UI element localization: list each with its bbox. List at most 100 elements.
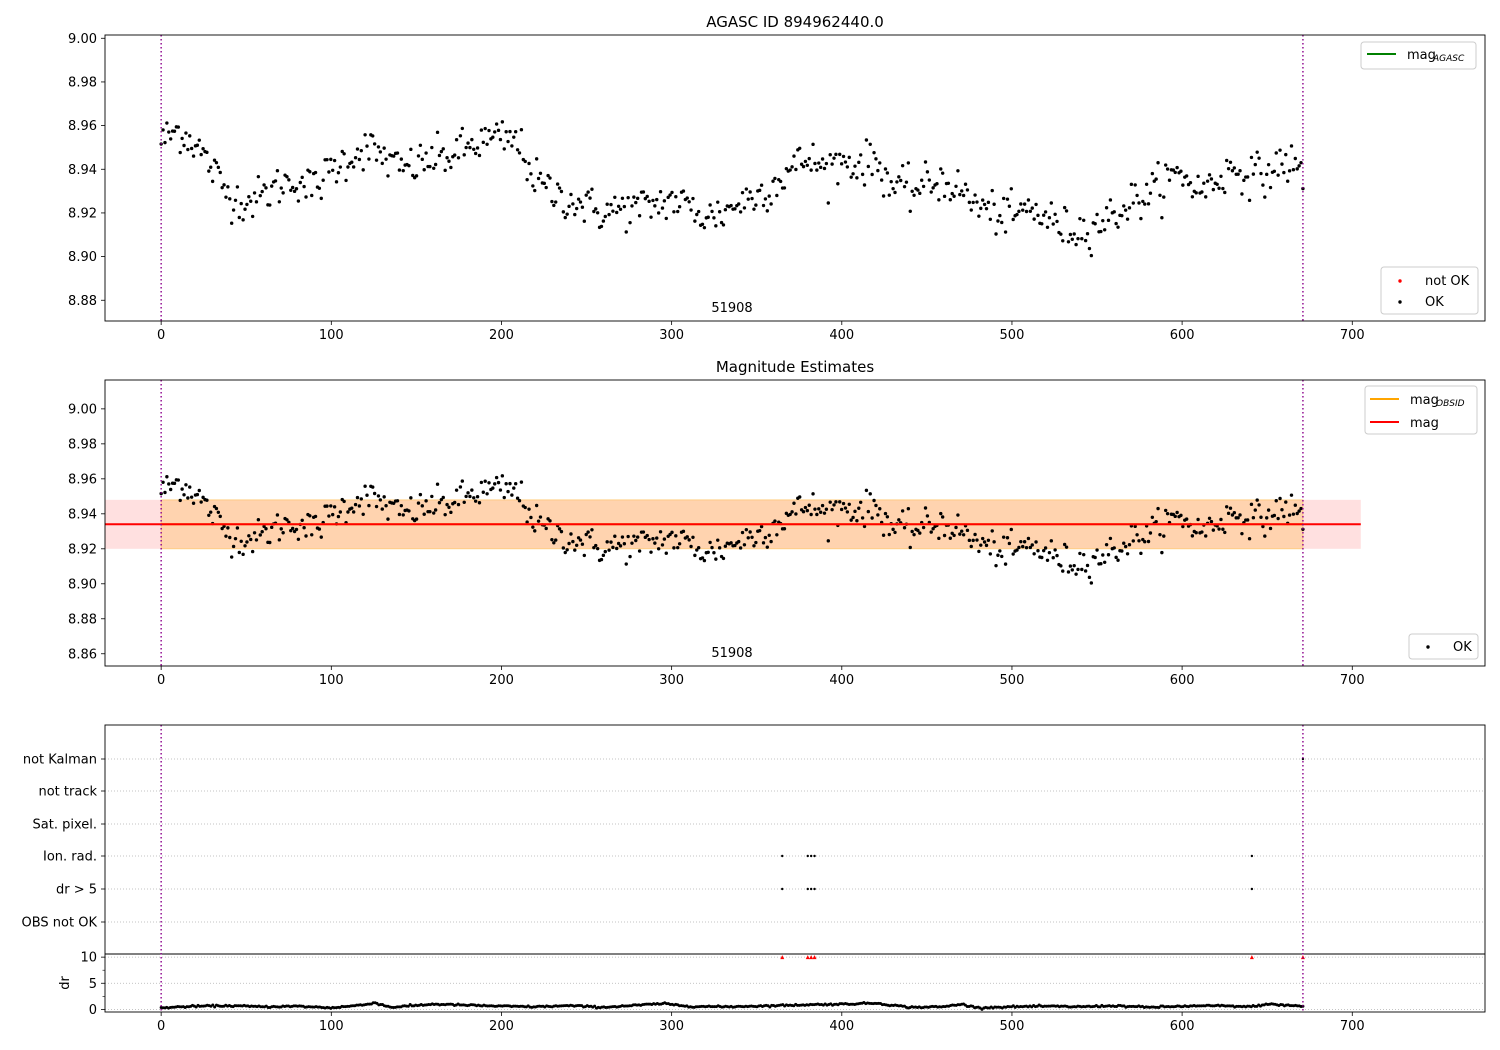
data-point-ok [264,527,268,531]
data-point-ok [874,157,878,161]
data-point-ok [392,154,396,158]
data-point-ok [178,498,182,503]
data-point-ok [281,191,285,195]
data-point-ok [843,506,848,510]
data-point-ok [527,161,531,166]
x-tick-label: 300 [659,1019,684,1034]
data-point-ok [496,128,501,133]
data-point-ok [452,153,457,157]
data-point-ok [693,219,697,223]
data-point-ok [512,135,516,139]
data-point-ok [1280,508,1284,512]
data-point-ok [651,198,655,203]
x-tick-label: 600 [1170,328,1195,343]
data-point-ok [584,532,588,537]
data-point-ok [721,556,726,561]
data-point-ok [681,529,686,534]
data-point-ok [163,140,167,145]
data-point-ok [599,557,604,562]
data-point-ok [435,130,440,135]
data-point-ok [1085,232,1090,236]
data-point-ok [1295,511,1299,516]
data-point-ok [1274,151,1278,155]
data-point-ok [1125,217,1130,221]
data-point-ok [275,513,280,517]
data-point-ok [167,482,171,486]
data-point-ok [990,188,994,193]
data-point-ok [1255,498,1259,502]
legend-label: mag [1407,48,1436,63]
legend-box [1408,633,1479,660]
data-point-ok [290,526,295,531]
data-point-ok [717,210,722,214]
data-point-ok [1268,526,1273,531]
data-point-ok [1287,169,1292,173]
dr-point [211,1003,215,1007]
data-point-ok [1278,496,1282,501]
data-point-ok [544,526,548,531]
data-point-ok [1154,519,1158,524]
data-point-ok [965,188,970,192]
data-point-ok [859,500,863,505]
data-point-ok [1066,570,1071,574]
data-point-ok [615,210,619,215]
data-point-ok [1009,187,1013,191]
data-point-ok [958,532,962,536]
data-point-ok [1291,512,1296,516]
data-point-ok [626,195,630,200]
data-point-ok [254,200,259,204]
data-point-ok [460,479,465,483]
data-point-ok [243,207,247,211]
data-point-ok [624,230,628,234]
data-point-ok [500,474,505,478]
data-point-ok [258,193,262,198]
data-point-ok [1106,218,1111,223]
data-point-ok [235,185,240,189]
data-point-ok [1181,183,1185,187]
data-point-ok [437,501,442,505]
data-point-ok [317,527,322,531]
data-point-ok [573,212,577,217]
data-point-ok [670,530,674,535]
data-point-ok [1236,172,1240,176]
data-point-ok [289,528,293,533]
data-point-ok [332,505,337,509]
data-point-ok [1123,208,1128,212]
data-point-ok [554,538,558,542]
data-point-ok [1223,190,1227,195]
dr-clipped-marker [780,955,785,960]
data-point-ok [902,526,907,530]
data-point-ok [910,529,914,534]
data-point-ok [908,545,912,550]
data-point-ok [948,198,952,202]
data-point-ok [1055,219,1059,224]
data-point-ok [847,155,851,160]
data-point-ok [1272,513,1277,518]
data-point-ok [824,161,829,166]
x-tick-label: 200 [489,673,514,688]
data-point-ok [325,157,329,162]
data-point-ok [184,483,188,487]
data-point-ok [904,180,909,184]
data-point-ok [616,204,621,208]
data-point-ok [228,197,232,201]
data-point-ok [765,209,770,213]
data-point-ok [940,515,945,519]
data-point-ok [367,503,371,508]
data-point-ok [281,531,285,535]
data-point-ok [870,516,874,520]
data-point-ok [275,169,280,173]
data-point-ok [975,538,979,542]
data-point-ok [1144,182,1149,187]
data-point-ok [435,482,440,486]
data-point-ok [761,541,766,545]
data-point-ok [977,549,981,554]
data-point-ok [1021,544,1025,549]
data-point-ok [744,527,749,532]
data-point-ok [1022,540,1027,544]
data-point-ok [708,203,712,207]
data-point-ok [1257,156,1261,160]
data-point-ok [552,541,556,545]
data-point-ok [1184,174,1189,178]
data-point-ok [466,491,470,495]
